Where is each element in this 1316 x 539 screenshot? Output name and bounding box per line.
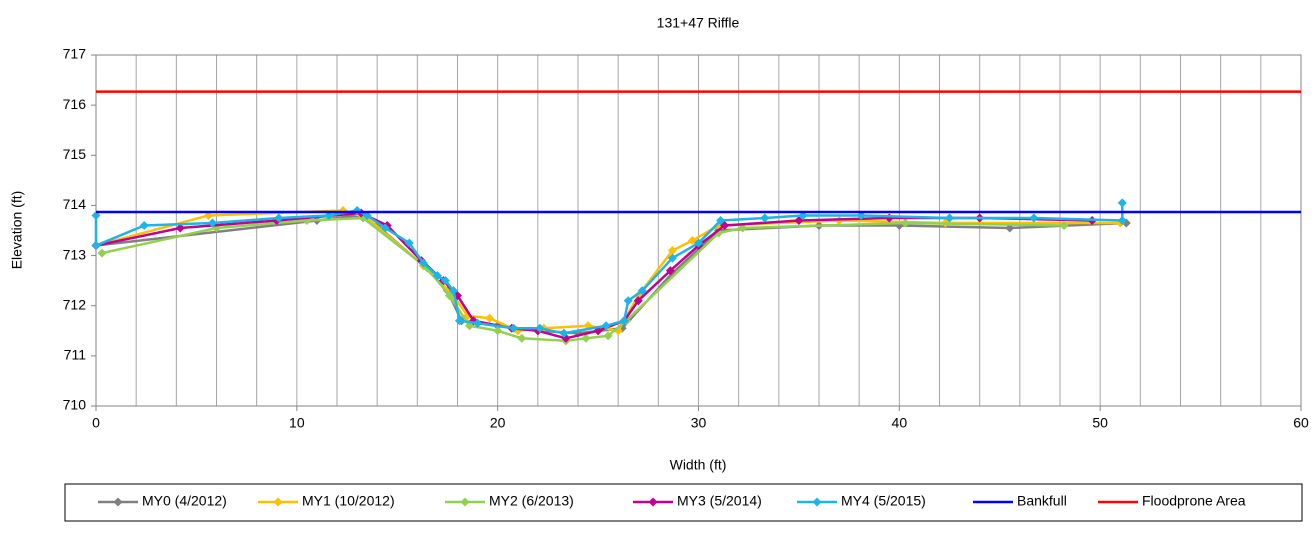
series-marker xyxy=(720,220,730,230)
legend-marker xyxy=(273,497,283,507)
series-marker xyxy=(716,215,726,225)
series-marker xyxy=(581,333,591,343)
y-tick-label: 714 xyxy=(63,196,87,212)
legend-label: MY1 (10/2012) xyxy=(302,493,395,509)
series-marker xyxy=(798,210,808,220)
series-marker xyxy=(738,223,748,233)
series-marker xyxy=(623,296,633,306)
series-marker xyxy=(455,316,465,326)
legend-label: MY2 (6/2013) xyxy=(489,493,574,509)
series-marker xyxy=(432,271,442,281)
series-line xyxy=(95,211,1093,340)
series-marker xyxy=(637,286,647,296)
y-tick-label: 712 xyxy=(63,296,87,312)
y-tick-label: 711 xyxy=(64,347,87,363)
x-axis-label: Width (ft) xyxy=(670,457,727,473)
x-tick-label: 40 xyxy=(892,415,908,431)
legend-box xyxy=(64,483,1303,522)
series-marker xyxy=(380,223,390,233)
series-marker xyxy=(601,321,611,331)
series-marker xyxy=(619,316,629,326)
series-marker xyxy=(91,241,101,251)
series-marker xyxy=(91,210,101,220)
series-marker xyxy=(633,296,643,306)
x-tick-label: 0 xyxy=(92,415,100,431)
x-tick-label: 20 xyxy=(490,415,506,431)
series-marker xyxy=(404,238,414,248)
series-marker xyxy=(274,213,284,223)
series-marker xyxy=(473,318,483,328)
series-marker xyxy=(203,210,213,220)
series-marker xyxy=(509,323,519,333)
y-tick-label: 717 xyxy=(63,46,87,62)
series-marker xyxy=(207,218,217,228)
x-tick-label: 50 xyxy=(1092,415,1108,431)
series-marker xyxy=(1117,215,1127,225)
series-marker xyxy=(444,291,454,301)
series-line xyxy=(95,214,1127,335)
legend-marker xyxy=(648,497,658,507)
series-marker xyxy=(945,213,955,223)
series-marker xyxy=(1059,220,1069,230)
legend-marker xyxy=(113,497,123,507)
y-tick-label: 716 xyxy=(63,96,87,112)
series-line xyxy=(101,216,1065,343)
series-marker xyxy=(603,331,613,341)
y-tick-label: 715 xyxy=(63,146,87,162)
legend-label: Bankfull xyxy=(1017,493,1067,509)
series-marker xyxy=(97,248,107,258)
series-marker xyxy=(794,215,804,225)
series-marker xyxy=(667,246,677,256)
legend-label: Floodprone Area xyxy=(1142,493,1246,509)
series-marker xyxy=(694,238,703,248)
y-axis-label: Elevation (ft) xyxy=(9,191,25,270)
series-marker xyxy=(900,218,910,228)
series-marker xyxy=(440,276,450,286)
series-marker xyxy=(856,210,866,220)
chart-title: 131+47 Riffle xyxy=(657,15,740,31)
series-marker xyxy=(324,210,334,220)
series-marker xyxy=(1117,198,1127,208)
series-marker xyxy=(485,313,495,323)
legend-marker xyxy=(812,497,822,507)
y-tick-label: 710 xyxy=(63,397,87,413)
x-tick-label: 30 xyxy=(691,415,707,431)
series-marker xyxy=(1029,213,1039,223)
series-marker xyxy=(139,220,149,230)
series-marker xyxy=(559,328,569,338)
series-marker xyxy=(760,213,770,223)
series-marker xyxy=(667,253,677,263)
x-tick-label: 60 xyxy=(1293,415,1309,431)
series-marker xyxy=(517,333,527,343)
y-tick-label: 713 xyxy=(63,246,87,262)
legend-label: MY4 (5/2015) xyxy=(841,493,926,509)
legend-label: MY0 (4/2012) xyxy=(142,493,227,509)
series-marker xyxy=(493,326,503,336)
legend-marker xyxy=(460,497,470,507)
legend-label: MY3 (5/2014) xyxy=(677,493,762,509)
series-marker xyxy=(448,286,458,296)
series-marker xyxy=(665,266,675,276)
series-marker xyxy=(175,223,185,233)
series-marker xyxy=(362,210,372,220)
series-marker xyxy=(418,258,428,268)
series-marker xyxy=(535,323,545,333)
x-tick-label: 10 xyxy=(289,415,305,431)
